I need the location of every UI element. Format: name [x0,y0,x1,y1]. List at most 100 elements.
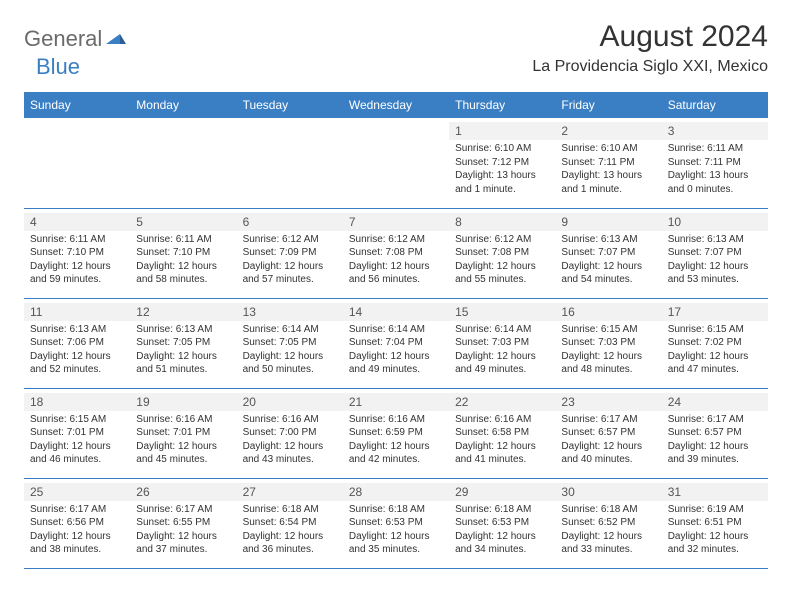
calendar-cell: 15Sunrise: 6:14 AMSunset: 7:03 PMDayligh… [449,298,555,388]
logo: General [24,26,128,52]
daylight-text: Daylight: 12 hours and 57 minutes. [243,260,337,287]
day-number: 2 [555,122,661,140]
weekday-header: Saturday [662,92,768,118]
daylight-text: Daylight: 12 hours and 40 minutes. [561,440,655,467]
daylight-text: Daylight: 12 hours and 35 minutes. [349,530,443,557]
day-number: 8 [449,213,555,231]
day-info: Sunrise: 6:13 AMSunset: 7:06 PMDaylight:… [30,323,124,377]
calendar-cell: 9Sunrise: 6:13 AMSunset: 7:07 PMDaylight… [555,208,661,298]
sunrise-text: Sunrise: 6:16 AM [136,413,230,427]
sunset-text: Sunset: 7:12 PM [455,156,549,170]
sunrise-text: Sunrise: 6:17 AM [561,413,655,427]
sunset-text: Sunset: 7:09 PM [243,246,337,260]
daylight-text: Daylight: 12 hours and 49 minutes. [455,350,549,377]
calendar-cell: 13 Sunrise: 6:14 AMSunset: 7:05 PMDayligh… [237,298,343,388]
calendar-cell: 28Sunrise: 6:18 AMSunset: 6:53 PMDayligh… [343,478,449,568]
sunset-text: Sunset: 6:59 PM [349,426,443,440]
sunrise-text: Sunrise: 6:15 AM [30,413,124,427]
weekday-header: Wednesday [343,92,449,118]
sunset-text: Sunset: 6:51 PM [668,516,762,530]
day-info: Sunrise: 6:16 AMSunset: 6:59 PMDaylight:… [349,413,443,467]
day-info: Sunrise: 6:16 AMSunset: 7:01 PMDaylight:… [136,413,230,467]
sunrise-text: Sunrise: 6:16 AM [243,413,337,427]
calendar-cell: 11Sunrise: 6:13 AMSunset: 7:06 PMDayligh… [24,298,130,388]
sunrise-text: Sunrise: 6:15 AM [668,323,762,337]
day-number: 27 [237,483,343,501]
calendar-cell: 22Sunrise: 6:16 AMSunset: 6:58 PMDayligh… [449,388,555,478]
sunset-text: Sunset: 7:01 PM [136,426,230,440]
calendar-cell: 20Sunrise: 6:16 AMSunset: 7:00 PMDayligh… [237,388,343,478]
sunrise-text: Sunrise: 6:13 AM [668,233,762,247]
day-number: 3 [662,122,768,140]
daylight-text: Daylight: 12 hours and 42 minutes. [349,440,443,467]
calendar-cell: 23Sunrise: 6:17 AMSunset: 6:57 PMDayligh… [555,388,661,478]
day-info: Sunrise: 6:14 AMSunset: 7:03 PMDaylight:… [455,323,549,377]
calendar-cell: 7 Sunrise: 6:12 AMSunset: 7:08 PMDaylight… [343,208,449,298]
day-info: Sunrise: 6:14 AMSunset: 7:05 PMDaylight:… [243,323,337,377]
calendar-cell: 2Sunrise: 6:10 AMSunset: 7:11 PMDaylight… [555,118,661,208]
day-info: Sunrise: 6:15 AMSunset: 7:01 PMDaylight:… [30,413,124,467]
sunrise-text: Sunrise: 6:14 AM [455,323,549,337]
day-number: 4 [24,213,130,231]
weekday-header: Monday [130,92,236,118]
sunrise-text: Sunrise: 6:11 AM [668,142,762,156]
sunset-text: Sunset: 6:54 PM [243,516,337,530]
day-info: Sunrise: 6:11 AMSunset: 7:10 PMDaylight:… [136,233,230,287]
day-info: Sunrise: 6:12 AMSunset: 7:08 PMDaylight:… [455,233,549,287]
daylight-text: Daylight: 12 hours and 43 minutes. [243,440,337,467]
day-number: 1 [449,122,555,140]
calendar-cell: 30Sunrise: 6:18 AMSunset: 6:52 PMDayligh… [555,478,661,568]
calendar-cell: . [237,118,343,208]
day-info: Sunrise: 6:12 AMSunset: 7:08 PMDaylight:… [349,233,443,287]
day-number: 7 [343,213,449,231]
calendar-cell: 14Sunrise: 6:14 AMSunset: 7:04 PMDayligh… [343,298,449,388]
daylight-text: Daylight: 12 hours and 37 minutes. [136,530,230,557]
daylight-text: Daylight: 12 hours and 36 minutes. [243,530,337,557]
day-info: Sunrise: 6:13 AMSunset: 7:07 PMDaylight:… [561,233,655,287]
day-number: 13 [237,303,343,321]
sunrise-text: Sunrise: 6:12 AM [455,233,549,247]
day-number: 19 [130,393,236,411]
calendar-table: Sunday Monday Tuesday Wednesday Thursday… [24,92,768,569]
logo-text-blue: Blue [36,54,80,79]
sunrise-text: Sunrise: 6:12 AM [349,233,443,247]
day-number: 30 [555,483,661,501]
daylight-text: Daylight: 12 hours and 45 minutes. [136,440,230,467]
sunset-text: Sunset: 7:11 PM [561,156,655,170]
day-number: 6 [237,213,343,231]
day-info: Sunrise: 6:18 AMSunset: 6:53 PMDaylight:… [349,503,443,557]
day-number: 26 [130,483,236,501]
sunset-text: Sunset: 7:07 PM [668,246,762,260]
daylight-text: Daylight: 12 hours and 49 minutes. [349,350,443,377]
calendar-row: 18Sunrise: 6:15 AMSunset: 7:01 PMDayligh… [24,388,768,478]
sunrise-text: Sunrise: 6:14 AM [349,323,443,337]
day-info: Sunrise: 6:12 AMSunset: 7:09 PMDaylight:… [243,233,337,287]
sunset-text: Sunset: 7:10 PM [136,246,230,260]
sunset-text: Sunset: 7:07 PM [561,246,655,260]
sunset-text: Sunset: 7:04 PM [349,336,443,350]
calendar-page: General August 2024 La Providencia Siglo… [0,0,792,589]
day-info: Sunrise: 6:13 AMSunset: 7:07 PMDaylight:… [668,233,762,287]
sunset-text: Sunset: 6:58 PM [455,426,549,440]
sunset-text: Sunset: 7:06 PM [30,336,124,350]
daylight-text: Daylight: 12 hours and 50 minutes. [243,350,337,377]
daylight-text: Daylight: 12 hours and 54 minutes. [561,260,655,287]
sunset-text: Sunset: 7:03 PM [455,336,549,350]
page-title: August 2024 [532,20,768,54]
daylight-text: Daylight: 12 hours and 33 minutes. [561,530,655,557]
sunrise-text: Sunrise: 6:13 AM [136,323,230,337]
daylight-text: Daylight: 12 hours and 46 minutes. [30,440,124,467]
calendar-row: 4 Sunrise: 6:11 AMSunset: 7:10 PMDaylight… [24,208,768,298]
sunset-text: Sunset: 6:55 PM [136,516,230,530]
sunrise-text: Sunrise: 6:18 AM [349,503,443,517]
daylight-text: Daylight: 12 hours and 55 minutes. [455,260,549,287]
daylight-text: Daylight: 12 hours and 56 minutes. [349,260,443,287]
sunset-text: Sunset: 7:08 PM [455,246,549,260]
day-number: 16 [555,303,661,321]
sunset-text: Sunset: 7:01 PM [30,426,124,440]
sunrise-text: Sunrise: 6:16 AM [455,413,549,427]
sunrise-text: Sunrise: 6:13 AM [561,233,655,247]
day-number: 10 [662,213,768,231]
sunrise-text: Sunrise: 6:16 AM [349,413,443,427]
daylight-text: Daylight: 12 hours and 32 minutes. [668,530,762,557]
